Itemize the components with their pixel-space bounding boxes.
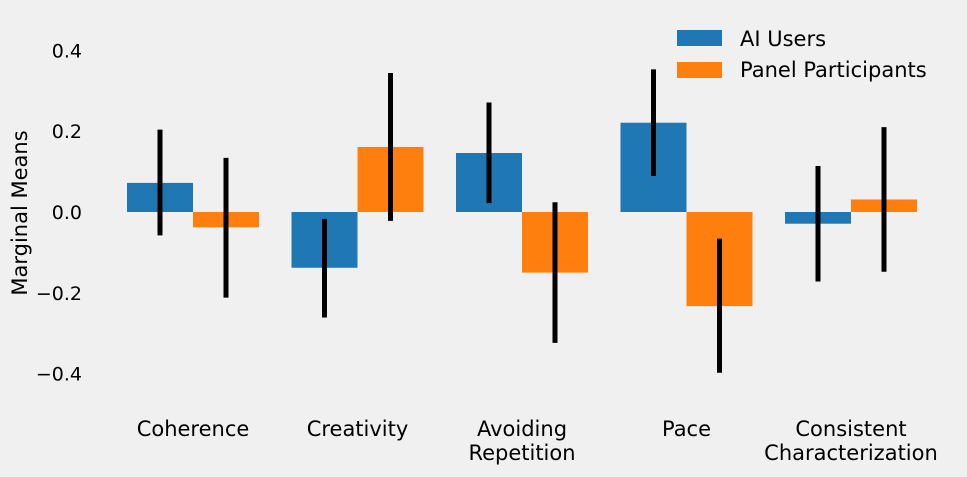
x-tick-label-consistent-characterization: Consistent Characterization — [764, 417, 938, 465]
legend-label-panel-participants: Panel Participants — [740, 58, 927, 82]
y-tick-label: −0.2 — [36, 283, 82, 305]
error-bars-layer — [157, 69, 887, 373]
x-tick-label-pace: Pace — [662, 417, 711, 441]
y-axis: −0.4 −0.2 0.0 0.2 0.4 — [36, 40, 82, 385]
legend-swatch-panel-participants — [677, 62, 722, 78]
legend-label-ai-users: AI Users — [740, 27, 826, 51]
bars-layer — [127, 122, 917, 307]
legend-swatch-ai-users — [677, 30, 722, 46]
x-tick-label-creativity: Creativity — [307, 417, 409, 441]
legend: AI Users Panel Participants — [677, 27, 927, 82]
y-tick-label: −0.4 — [36, 364, 82, 386]
x-axis: Coherence Creativity Avoiding Repetition Pac… — [137, 417, 938, 465]
y-tick-label: 0.4 — [52, 40, 82, 62]
x-tick-label-coherence: Coherence — [137, 417, 250, 441]
y-axis-label: Marginal Means — [8, 130, 32, 295]
y-tick-label: 0.0 — [52, 202, 82, 224]
x-tick-label-avoiding-repetition: Avoiding Repetition — [468, 417, 575, 465]
y-tick-label: 0.2 — [52, 121, 82, 143]
